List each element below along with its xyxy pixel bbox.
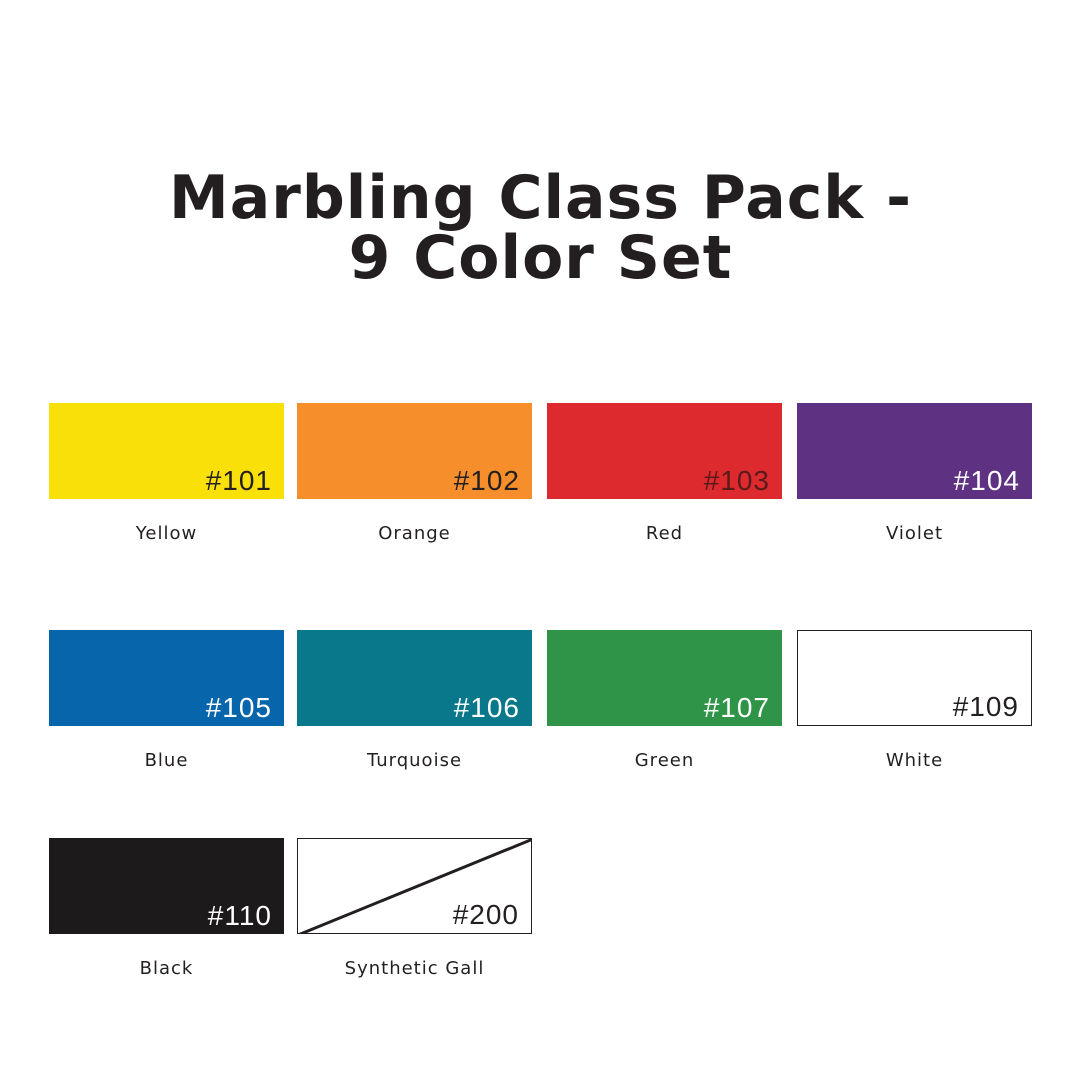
swatch-name: Violet <box>885 523 944 544</box>
swatch-code: #106 <box>453 692 520 723</box>
swatch-code: #104 <box>953 465 1020 496</box>
color-swatch: #102 <box>297 403 532 499</box>
swatch-code: #103 <box>703 465 770 496</box>
swatch-name: Red <box>645 523 684 544</box>
color-swatch: #101 <box>49 403 284 499</box>
title-line: Marbling Class Pack - <box>169 163 912 233</box>
color-swatch: #110 <box>49 838 284 934</box>
swatch-name: Turquoise <box>366 750 463 771</box>
swatch-name: Yellow <box>135 523 198 544</box>
swatch-name: White <box>885 750 944 771</box>
swatch-code: #105 <box>205 692 272 723</box>
color-swatch: #104 <box>797 403 1032 499</box>
color-swatch: #105 <box>49 630 284 726</box>
color-swatch: #103 <box>547 403 782 499</box>
swatch-code: #200 <box>452 899 519 930</box>
title-line: 9 Color Set <box>348 223 733 293</box>
swatch-name: Blue <box>144 750 189 771</box>
swatch-code: #110 <box>207 900 272 931</box>
swatch-name: Black <box>139 958 194 979</box>
color-swatch: #107 <box>547 630 782 726</box>
swatch-name: Orange <box>378 523 451 544</box>
swatch-code: #101 <box>205 465 272 496</box>
color-swatch: #106 <box>297 630 532 726</box>
color-swatch: #109 <box>797 630 1032 726</box>
swatch-code: #102 <box>453 465 520 496</box>
swatch-name: Green <box>634 750 695 771</box>
swatch-name: Synthetic Gall <box>344 958 485 979</box>
diagonal-line <box>298 839 531 933</box>
diagonal-pattern <box>298 839 531 933</box>
swatch-code: #107 <box>703 692 770 723</box>
color-swatch: #200 <box>297 838 532 934</box>
swatch-code: #109 <box>952 691 1019 722</box>
